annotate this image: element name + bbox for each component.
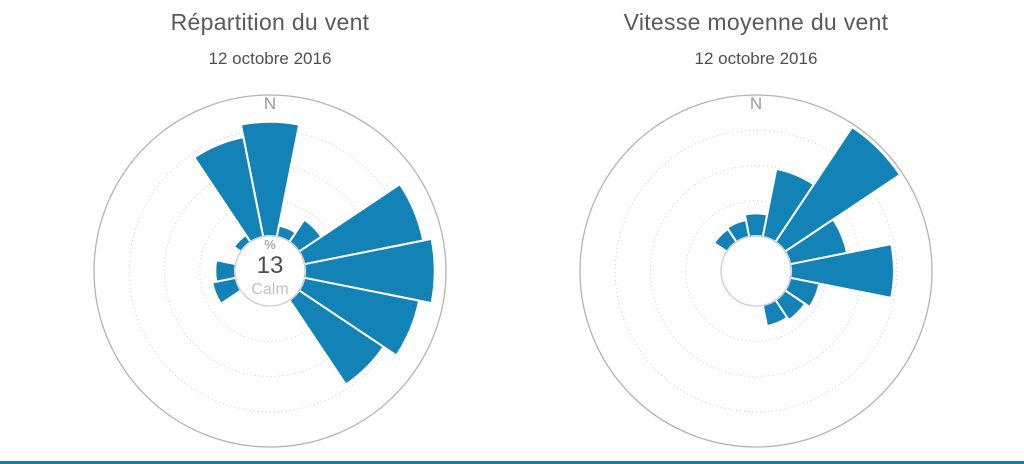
calm-percent-value: 13 bbox=[256, 252, 284, 279]
right-chart-subtitle: 12 octobre 2016 bbox=[694, 49, 818, 68]
calm-unit-label: % bbox=[264, 237, 276, 252]
right-chart-header: Vitesse moyenne du vent 12 octobre 2016 bbox=[576, 9, 936, 69]
left-north-axis-label: N bbox=[263, 94, 277, 113]
left-chart-subtitle: 12 octobre 2016 bbox=[208, 49, 332, 68]
calm-caption: Calm bbox=[251, 281, 289, 298]
right-wind-rose-chart bbox=[579, 94, 933, 448]
left-calm-center-label: % 13 Calm bbox=[90, 238, 450, 298]
right-north-axis-label: N bbox=[749, 94, 763, 113]
left-chart-title: Répartition du vent bbox=[170, 9, 370, 35]
left-chart-header: Répartition du vent 12 octobre 2016 bbox=[90, 9, 450, 69]
left-wind-rose-chart bbox=[93, 94, 447, 448]
right-chart-title: Vitesse moyenne du vent bbox=[623, 9, 889, 35]
bottom-accent-bar bbox=[0, 461, 1024, 464]
